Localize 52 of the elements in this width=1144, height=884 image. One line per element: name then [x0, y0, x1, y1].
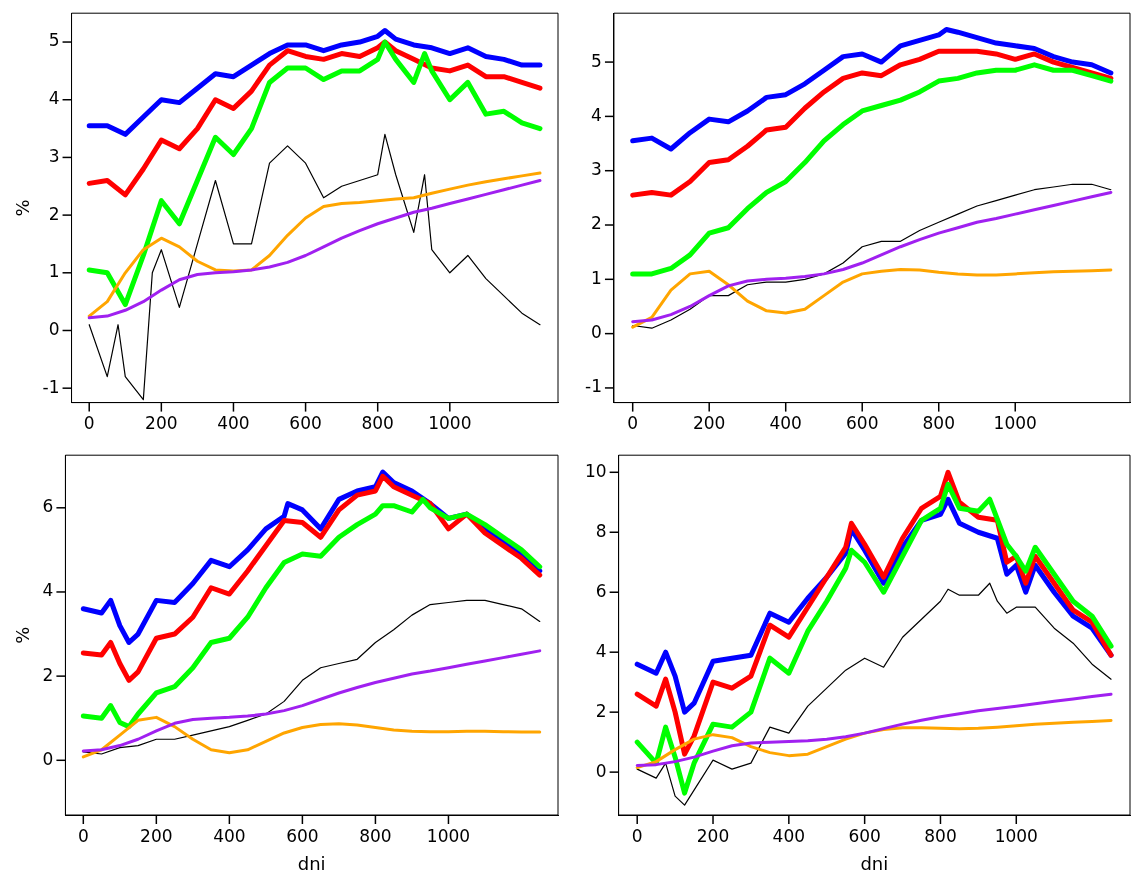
x-tick-label: 200: [696, 825, 730, 846]
y-tick-label: 1: [591, 267, 602, 288]
x-tick-label: 800: [924, 825, 957, 846]
x-tick-label: 400: [772, 825, 806, 846]
x-tick-label: 400: [217, 413, 250, 434]
y-tick-label: 6: [595, 580, 607, 601]
y-tick-label: 1: [48, 261, 60, 282]
y-tick-label: 0: [48, 318, 60, 339]
y-tick-label: 4: [591, 104, 602, 125]
x-tick-label: 600: [289, 413, 322, 434]
x-tick-label: 1000: [994, 825, 1038, 846]
x-tick-label: 800: [361, 413, 394, 434]
y-tick-label: 3: [591, 159, 602, 180]
x-axis-title: dni: [860, 852, 889, 874]
y-tick-label: 4: [42, 580, 54, 601]
x-tick-label: 1000: [426, 825, 471, 846]
x-tick-label: 200: [145, 413, 178, 434]
x-tick-label: 800: [359, 825, 392, 846]
y-tick-label: 0: [591, 322, 602, 343]
y-tick-label: 2: [48, 203, 60, 224]
y-axis-title: %: [12, 626, 34, 644]
x-tick-label: 0: [77, 825, 89, 846]
y-tick-label: 3: [48, 145, 60, 166]
x-tick-label: 600: [848, 825, 881, 846]
x-tick-label: 800: [922, 413, 955, 434]
y-tick-label: 5: [48, 30, 60, 51]
x-tick-label: 0: [83, 413, 95, 434]
y-tick-label: -1: [42, 376, 60, 397]
y-tick-label: 2: [595, 700, 607, 721]
y-tick-label: -1: [585, 376, 602, 397]
y-tick-label: 2: [591, 213, 602, 234]
y-tick-label: 4: [595, 640, 607, 661]
x-tick-label: 600: [845, 413, 879, 434]
y-tick-label: 2: [42, 664, 54, 685]
y-tick-label: 5: [591, 50, 602, 71]
y-tick-label: 10: [584, 460, 607, 481]
x-tick-label: 400: [769, 413, 802, 434]
x-tick-label: 1000: [993, 413, 1037, 434]
x-tick-label: 600: [286, 825, 319, 846]
y-tick-label: 0: [595, 760, 607, 781]
y-tick-label: 4: [48, 88, 60, 109]
x-tick-label: 0: [627, 413, 639, 434]
x-tick-label: 0: [631, 825, 643, 846]
y-axis-title: %: [12, 199, 34, 217]
x-axis-title: dni: [297, 852, 326, 874]
y-tick-label: 0: [42, 748, 54, 769]
x-tick-label: 400: [213, 825, 246, 846]
x-tick-label: 200: [140, 825, 173, 846]
y-tick-label: 8: [595, 520, 607, 541]
x-tick-label: 200: [692, 413, 726, 434]
y-tick-label: 6: [42, 496, 54, 517]
x-tick-label: 1000: [428, 413, 472, 434]
